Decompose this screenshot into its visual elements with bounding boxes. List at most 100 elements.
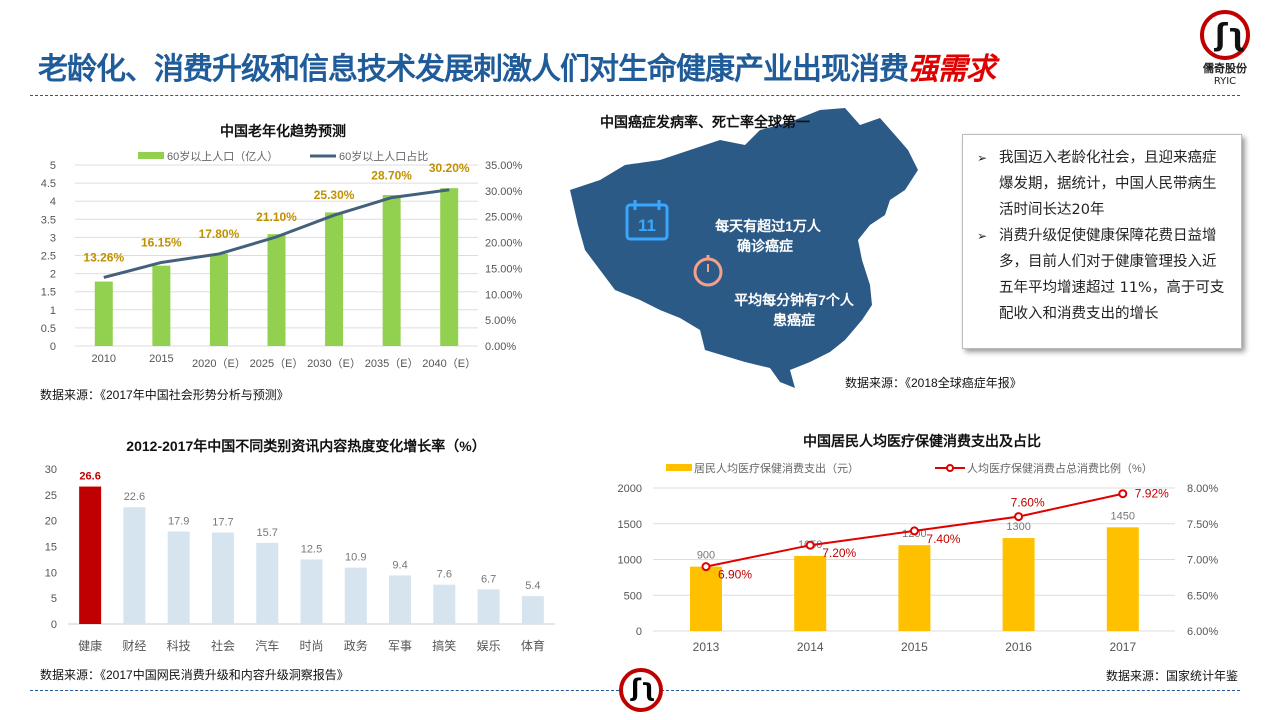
title-main: 老龄化、消费升级和信息技术发展刺激人们对生命健康产业出现消费 xyxy=(38,52,909,87)
title-emphasis: 强需求 xyxy=(908,52,996,87)
china-map: 中国癌症发病率、死亡率全球第一 11 每天有超过1万人 确诊癌症 平均每分钟有7… xyxy=(570,108,1022,390)
line-data-label: 7.40% xyxy=(926,532,960,546)
data-label: 9.4 xyxy=(392,559,407,571)
bullet-icon: ➢ xyxy=(977,229,988,243)
x-tick-label: 2013 xyxy=(693,640,720,654)
y-tick-label: 10 xyxy=(45,567,57,579)
bar xyxy=(123,507,146,624)
x-tick-label: 时尚 xyxy=(299,639,323,653)
data-label: 10.9 xyxy=(345,552,366,564)
y-tick-label: 4 xyxy=(50,196,56,208)
data-label: 25.30% xyxy=(314,188,355,202)
y-tick-label: 25 xyxy=(45,490,57,502)
summary-text: 我国迈入老龄化社会，且迎来癌症爆发期，据统计，中国人民带病生活时间长达20年 xyxy=(999,150,1217,218)
y2-tick-label: 8.00% xyxy=(1187,483,1218,495)
stopwatch-icon xyxy=(693,255,723,287)
y-tick-label: 3 xyxy=(50,232,56,244)
y-tick-label: 0.5 xyxy=(41,323,56,335)
legend-label: 60岁以上人口（亿人） xyxy=(167,149,278,163)
x-tick-label: 2014 xyxy=(797,640,824,654)
bar xyxy=(94,281,113,346)
x-tick-label: 娱乐 xyxy=(477,639,501,653)
data-label: 6.7 xyxy=(481,573,496,585)
y2-tick-label: 0.00% xyxy=(485,341,516,353)
bar xyxy=(794,555,827,631)
bar xyxy=(211,532,234,624)
data-label: 21.10% xyxy=(256,210,297,224)
y-tick-label: 4.5 xyxy=(41,178,56,190)
chart-source: 数据来源：国家统计年鉴 xyxy=(1106,668,1238,683)
bar xyxy=(209,253,228,346)
bar xyxy=(433,584,456,624)
bar xyxy=(300,559,323,624)
x-tick-label: 2015 xyxy=(901,640,928,654)
data-label: 1450 xyxy=(1111,510,1135,522)
x-tick-label: 2015 xyxy=(149,353,173,365)
data-label: 30.20% xyxy=(429,161,470,175)
bar xyxy=(898,545,931,631)
data-label: 13.26% xyxy=(83,250,124,264)
bullet-icon: ➢ xyxy=(977,151,988,165)
y-tick-label: 0 xyxy=(51,619,57,631)
bar xyxy=(389,575,412,624)
fact2-line1: 平均每分钟有7个人 xyxy=(734,292,855,308)
bar xyxy=(690,566,722,631)
line-data-label: 7.20% xyxy=(822,546,856,560)
logo-en: RYIC xyxy=(1213,76,1237,87)
summary-item: ➢ 我国迈入老龄化社会，且迎来癌症爆发期，据统计，中国人民带病生活时间长达20年 xyxy=(977,145,1229,223)
y2-tick-label: 6.50% xyxy=(1187,590,1218,602)
summary-item: ➢ 消费升级促使健康保障花费日益增多，目前人们对于健康管理投入近五年平均增速超过 … xyxy=(977,223,1229,327)
bar xyxy=(167,531,190,624)
y2-tick-label: 20.00% xyxy=(485,238,523,250)
y2-tick-label: 25.00% xyxy=(485,212,523,224)
bar xyxy=(152,265,171,346)
legend-swatch-bar xyxy=(138,152,164,159)
y-tick-label: 30 xyxy=(45,464,57,476)
page-title: 老龄化、消费升级和信息技术发展刺激人们对生命健康产业出现消费强需求 xyxy=(38,44,996,88)
bar xyxy=(267,234,286,346)
bar xyxy=(79,486,102,624)
summary-text: 消费升级促使健康保障花费日益增多，目前人们对于健康管理投入近五年平均增速超过 1… xyxy=(999,228,1225,322)
data-label: 1300 xyxy=(1006,521,1030,533)
x-tick-label: 军事 xyxy=(388,639,412,653)
china-map-shape xyxy=(570,108,918,388)
data-label: 26.6 xyxy=(79,471,100,483)
data-label: 17.80% xyxy=(199,227,240,241)
y2-tick-label: 15.00% xyxy=(485,263,523,275)
x-tick-label: 2010 xyxy=(92,353,116,365)
logo-cn: 儒奇股份 xyxy=(1203,62,1247,75)
line-series xyxy=(103,188,450,279)
legend-label: 人均医疗保健消费占总消费比例（%） xyxy=(967,461,1153,475)
bar xyxy=(1106,527,1139,631)
legend-label: 居民人均医疗保健消费支出（元） xyxy=(694,461,859,475)
calendar-icon: 11 xyxy=(625,200,669,241)
x-tick-label: 财经 xyxy=(122,639,146,653)
chart-title: 中国居民人均医疗保健消费支出及占比 xyxy=(803,433,1041,449)
y-tick-label: 1500 xyxy=(618,519,642,531)
data-label: 12.5 xyxy=(301,543,322,555)
bar xyxy=(344,567,367,624)
x-tick-label: 2025（E） xyxy=(250,357,304,370)
x-tick-label: 2016 xyxy=(1005,640,1032,654)
y-tick-label: 2.5 xyxy=(41,251,56,263)
x-tick-label: 健康 xyxy=(78,638,102,653)
data-label: 7.6 xyxy=(437,569,452,581)
line-marker xyxy=(805,540,815,550)
line-marker xyxy=(701,562,711,572)
y-tick-label: 0 xyxy=(50,341,56,353)
data-label: 17.9 xyxy=(168,516,189,528)
bar xyxy=(521,596,544,624)
line-marker xyxy=(1118,489,1128,499)
y-tick-label: 3.5 xyxy=(41,214,56,226)
line-marker xyxy=(909,526,919,536)
company-logo: ʃʅ 儒奇股份 RYIC xyxy=(1193,10,1257,87)
x-tick-label: 汽车 xyxy=(255,638,279,653)
y-tick-label: 5 xyxy=(50,160,56,172)
top-divider xyxy=(30,95,1240,96)
data-label: 5.4 xyxy=(525,580,540,592)
map-title: 中国癌症发病率、死亡率全球第一 xyxy=(600,114,810,130)
data-label: 16.15% xyxy=(141,235,182,249)
y2-tick-label: 10.00% xyxy=(485,289,523,301)
bar xyxy=(1002,538,1035,631)
